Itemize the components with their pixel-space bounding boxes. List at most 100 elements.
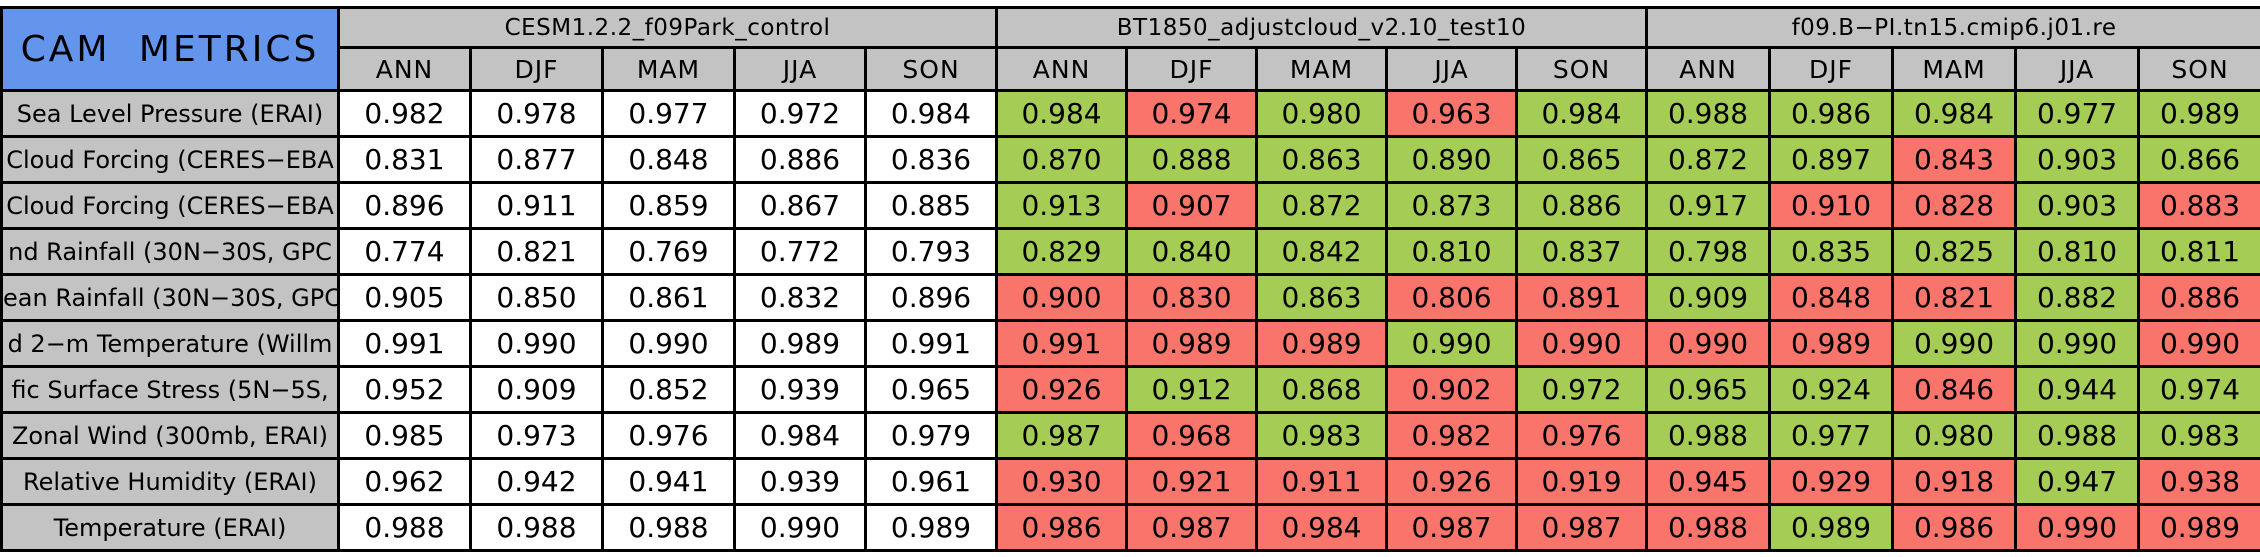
metric-cell: 0.905 <box>339 275 471 321</box>
metric-cell: 0.980 <box>1893 413 2016 459</box>
metric-cell: 0.989 <box>2139 505 2260 551</box>
metric-cell: 0.798 <box>1647 229 1770 275</box>
metric-cell: 0.926 <box>997 367 1127 413</box>
metric-cell: 0.990 <box>1893 321 2016 367</box>
metric-cell: 0.938 <box>2139 459 2260 505</box>
metric-cell: 0.991 <box>866 321 997 367</box>
metric-cell: 0.944 <box>2016 367 2139 413</box>
metric-cell: 0.984 <box>1257 505 1387 551</box>
metric-cell: 0.913 <box>997 183 1127 229</box>
season-header: ANN <box>997 48 1127 91</box>
metric-cell: 0.840 <box>1127 229 1257 275</box>
metric-cell: 0.896 <box>866 275 997 321</box>
metric-cell: 0.989 <box>1770 505 1893 551</box>
metric-cell: 0.986 <box>1770 91 1893 137</box>
season-header: SON <box>866 48 997 91</box>
metric-cell: 0.907 <box>1127 183 1257 229</box>
metric-cell: 0.988 <box>339 505 471 551</box>
metric-cell: 0.973 <box>471 413 603 459</box>
metric-cell: 0.990 <box>1517 321 1647 367</box>
metric-cell: 0.990 <box>1647 321 1770 367</box>
metric-cell: 0.963 <box>1387 91 1517 137</box>
season-header: JJA <box>1387 48 1517 91</box>
metric-cell: 0.888 <box>1127 137 1257 183</box>
metric-cell: 0.885 <box>866 183 997 229</box>
metric-cell: 0.976 <box>603 413 735 459</box>
metric-cell: 0.984 <box>997 91 1127 137</box>
metric-cell: 0.919 <box>1517 459 1647 505</box>
metric-cell: 0.965 <box>1647 367 1770 413</box>
metric-cell: 0.986 <box>997 505 1127 551</box>
metric-cell: 0.891 <box>1517 275 1647 321</box>
metric-cell: 0.977 <box>603 91 735 137</box>
metric-cell: 0.962 <box>339 459 471 505</box>
metric-cell: 0.982 <box>339 91 471 137</box>
metric-cell: 0.972 <box>1517 367 1647 413</box>
metric-cell: 0.984 <box>1893 91 2016 137</box>
metric-cell: 0.909 <box>1647 275 1770 321</box>
season-header: ANN <box>339 48 471 91</box>
metric-cell: 0.865 <box>1517 137 1647 183</box>
metric-cell: 0.930 <box>997 459 1127 505</box>
metric-cell: 0.986 <box>1893 505 2016 551</box>
metric-cell: 0.897 <box>1770 137 1893 183</box>
metric-cell: 0.984 <box>1517 91 1647 137</box>
metric-cell: 0.810 <box>1387 229 1517 275</box>
metric-cell: 0.942 <box>471 459 603 505</box>
metric-cell: 0.886 <box>2139 275 2260 321</box>
metric-cell: 0.977 <box>1770 413 1893 459</box>
metric-cell: 0.900 <box>997 275 1127 321</box>
metric-cell: 0.886 <box>735 137 866 183</box>
metric-cell: 0.866 <box>2139 137 2260 183</box>
metric-cell: 0.867 <box>735 183 866 229</box>
metric-cell: 0.830 <box>1127 275 1257 321</box>
metric-cell: 0.990 <box>735 505 866 551</box>
metric-cell: 0.939 <box>735 459 866 505</box>
table-row: nd Rainfall (30N−30S, GPC 0.774 0.821 0.… <box>2 229 2260 275</box>
metric-cell: 0.846 <box>1893 367 2016 413</box>
table-row: Temperature (ERAI) 0.988 0.988 0.988 0.9… <box>2 505 2260 551</box>
metric-cell: 0.848 <box>603 137 735 183</box>
metric-cell: 0.873 <box>1387 183 1517 229</box>
metric-cell: 0.989 <box>1257 321 1387 367</box>
metric-cell: 0.921 <box>1127 459 1257 505</box>
metric-cell: 0.983 <box>2139 413 2260 459</box>
metric-cell: 0.911 <box>1257 459 1387 505</box>
metric-cell: 0.972 <box>735 91 866 137</box>
season-header: SON <box>2139 48 2260 91</box>
metric-cell: 0.850 <box>471 275 603 321</box>
metric-label: fic Surface Stress (5N−5S, <box>2 367 339 413</box>
metric-cell: 0.989 <box>2139 91 2260 137</box>
metric-cell: 0.979 <box>866 413 997 459</box>
season-header: MAM <box>603 48 735 91</box>
metric-cell: 0.793 <box>866 229 997 275</box>
season-header: DJF <box>471 48 603 91</box>
metric-cell: 0.828 <box>1893 183 2016 229</box>
metric-label: Relative Humidity (ERAI) <box>2 459 339 505</box>
metric-cell: 0.837 <box>1517 229 1647 275</box>
metric-cell: 0.843 <box>1893 137 2016 183</box>
metric-cell: 0.987 <box>997 413 1127 459</box>
metric-cell: 0.985 <box>339 413 471 459</box>
metric-cell: 0.961 <box>866 459 997 505</box>
metric-cell: 0.882 <box>2016 275 2139 321</box>
metric-cell: 0.926 <box>1387 459 1517 505</box>
metric-label: nd Rainfall (30N−30S, GPC <box>2 229 339 275</box>
season-header: DJF <box>1770 48 1893 91</box>
metric-cell: 0.988 <box>471 505 603 551</box>
table-row: fic Surface Stress (5N−5S, 0.952 0.909 0… <box>2 367 2260 413</box>
metric-cell: 0.863 <box>1257 275 1387 321</box>
metric-cell: 0.831 <box>339 137 471 183</box>
table-row: Zonal Wind (300mb, ERAI) 0.985 0.973 0.9… <box>2 413 2260 459</box>
metric-cell: 0.990 <box>471 321 603 367</box>
metric-cell: 0.989 <box>1770 321 1893 367</box>
header-group-row: CAM METRICS CESM1.2.2_f09Park_control BT… <box>2 8 2260 48</box>
metric-cell: 0.772 <box>735 229 866 275</box>
metric-cell: 0.910 <box>1770 183 1893 229</box>
metric-cell: 0.977 <box>2016 91 2139 137</box>
metric-cell: 0.987 <box>1387 505 1517 551</box>
metric-cell: 0.902 <box>1387 367 1517 413</box>
cam-metrics-table: CAM METRICS CESM1.2.2_f09Park_control BT… <box>0 6 2260 552</box>
table-row: Cloud Forcing (CERES−EBA 0.831 0.877 0.8… <box>2 137 2260 183</box>
metric-cell: 0.872 <box>1257 183 1387 229</box>
